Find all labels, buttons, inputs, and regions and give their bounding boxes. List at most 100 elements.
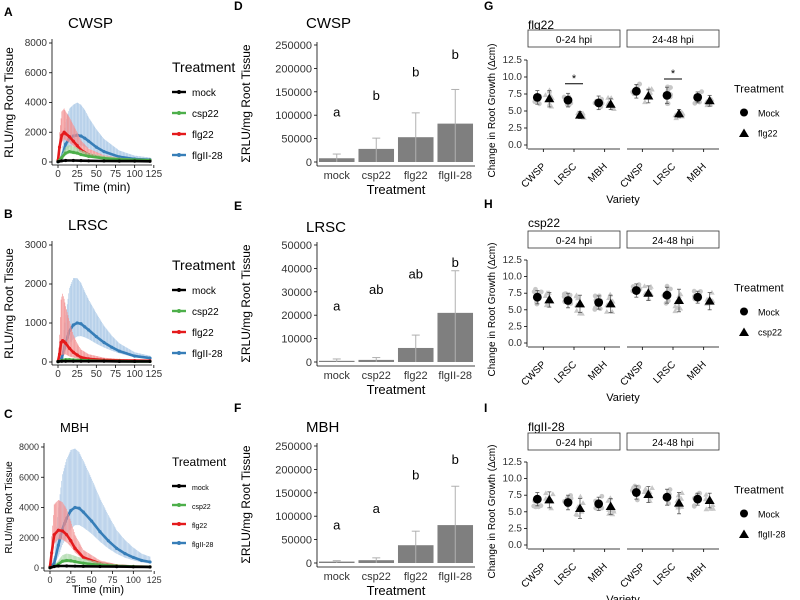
- y-tick-label: 6000: [25, 68, 48, 79]
- x-tick-label: 75: [110, 169, 122, 180]
- y-axis-label: Change in Root Growth (Δcm): [487, 445, 498, 579]
- y-tick-label: 0.0: [508, 140, 522, 151]
- y-tick-label: 100000: [275, 511, 312, 523]
- y-tick-label: 12.5: [503, 255, 523, 266]
- data-point: [133, 354, 137, 358]
- data-point: [60, 359, 64, 363]
- significance-letter: ab: [409, 267, 423, 282]
- mean-point: [674, 108, 684, 118]
- facet-strip: [626, 432, 720, 451]
- replicate-point: [605, 497, 612, 503]
- mean-point: [532, 494, 542, 504]
- legend-label: flgII-28: [192, 349, 223, 360]
- legend-key-mock: [740, 108, 748, 117]
- replicate-point: [544, 290, 550, 295]
- data-point: [87, 359, 91, 363]
- x-tick-label: csp22: [362, 170, 391, 182]
- data-point: [73, 564, 77, 568]
- legend-label: csp22: [192, 109, 219, 120]
- x-tick-label: LRSC: [552, 359, 579, 386]
- x-tick-label: mock: [324, 571, 351, 583]
- chart-title: flg22: [528, 18, 554, 32]
- data-point: [60, 529, 65, 533]
- x-axis-label: Treatment: [367, 583, 426, 598]
- chart-title: LRSC: [68, 217, 108, 234]
- mean-point: [631, 86, 641, 96]
- y-tick-label: 2.5: [508, 523, 522, 534]
- y-tick-label: 4000: [25, 98, 48, 109]
- data-point: [98, 530, 102, 534]
- y-tick-label: 7.5: [508, 490, 522, 501]
- replicate-point: [636, 282, 642, 288]
- facet-0: 0-24 hpi CWSP LRSC * MBH: [519, 29, 621, 190]
- panel-letter: B: [4, 207, 13, 221]
- x-axis-label: Time (min): [72, 584, 124, 596]
- replicate-point: [703, 506, 710, 512]
- mean-point: [532, 93, 542, 102]
- data-point: [64, 359, 68, 363]
- data-point: [81, 555, 85, 560]
- data-point: [52, 561, 56, 566]
- replicate-point: [692, 100, 698, 106]
- y-axis-label: RLU/mg Root Tissue: [4, 461, 15, 554]
- replicate-point: [561, 291, 567, 297]
- data-point: [79, 322, 83, 326]
- replicate-point: [675, 492, 682, 498]
- x-tick-label: MBH: [685, 561, 709, 585]
- y-tick-label: 0: [41, 157, 47, 168]
- facet-0: 0-24 hpi CWSP LRSC MBH: [519, 432, 621, 590]
- significance-letter: b: [412, 65, 419, 80]
- data-point: [60, 559, 65, 563]
- facet-strip: [626, 29, 720, 48]
- x-tick-label: CWSP: [618, 561, 647, 590]
- significance-letter: a: [333, 298, 341, 313]
- x-tick-label: flg22: [404, 370, 428, 382]
- replicate-point: [679, 490, 685, 495]
- y-tick-label: 2000: [25, 279, 48, 290]
- legend-key-point: [177, 503, 181, 507]
- x-axis-label: Treatment: [367, 182, 426, 197]
- data-point: [69, 559, 73, 563]
- replicate-point: [573, 307, 580, 313]
- facet-label: 0-24 hpi: [556, 236, 592, 247]
- series-line: [49, 564, 151, 569]
- data-point: [98, 564, 102, 569]
- x-tick-label: csp22: [362, 370, 391, 382]
- significance-star: *: [572, 73, 577, 85]
- data-point: [60, 155, 64, 160]
- y-axis-label: RLU/mg Root Tissue: [2, 47, 16, 158]
- legend-label: flg22: [192, 328, 214, 339]
- x-tick-label: LRSC: [552, 561, 579, 588]
- replicate-point: [574, 512, 580, 517]
- replicate-point: [691, 288, 697, 294]
- data-point: [64, 132, 68, 136]
- data-point: [73, 546, 77, 550]
- data-point: [117, 159, 121, 163]
- replicate-point: [667, 487, 673, 492]
- data-point: [102, 359, 106, 363]
- y-axis-label: ΣRLU/mg Root Tissue: [239, 44, 253, 162]
- chart-title: flgII-28: [528, 420, 565, 434]
- replicate-point: [710, 505, 716, 511]
- legend-key-point: [177, 288, 181, 292]
- data-point: [64, 341, 68, 345]
- series-flgII-28: [56, 102, 152, 164]
- data-point: [57, 352, 62, 356]
- x-tick-label: flgII-28: [438, 370, 472, 382]
- x-tick-label: 0: [55, 169, 61, 180]
- line-panel-b: B LRSC 0 1000 2000 3000 0 25 50 75 100 125 RLU/mg Ro…: [2, 207, 235, 380]
- bar-panel-f: F MBH 0 50000 100000 150000 200000 250000 a mock a…: [234, 401, 475, 598]
- y-axis-label: Change in Root Growth (Δcm): [487, 44, 498, 178]
- data-point: [77, 506, 81, 510]
- x-tick-label: 125: [147, 575, 162, 585]
- y-tick-label: 1000: [25, 318, 48, 329]
- facet-strip: [527, 230, 621, 249]
- data-point: [50, 551, 54, 555]
- chart-title: MBH: [60, 420, 89, 435]
- legend-label: Mock: [758, 510, 780, 520]
- y-tick-label: 12.5: [503, 457, 523, 468]
- legend-title: Treatment: [172, 455, 227, 469]
- legend-label: Mock: [758, 308, 780, 318]
